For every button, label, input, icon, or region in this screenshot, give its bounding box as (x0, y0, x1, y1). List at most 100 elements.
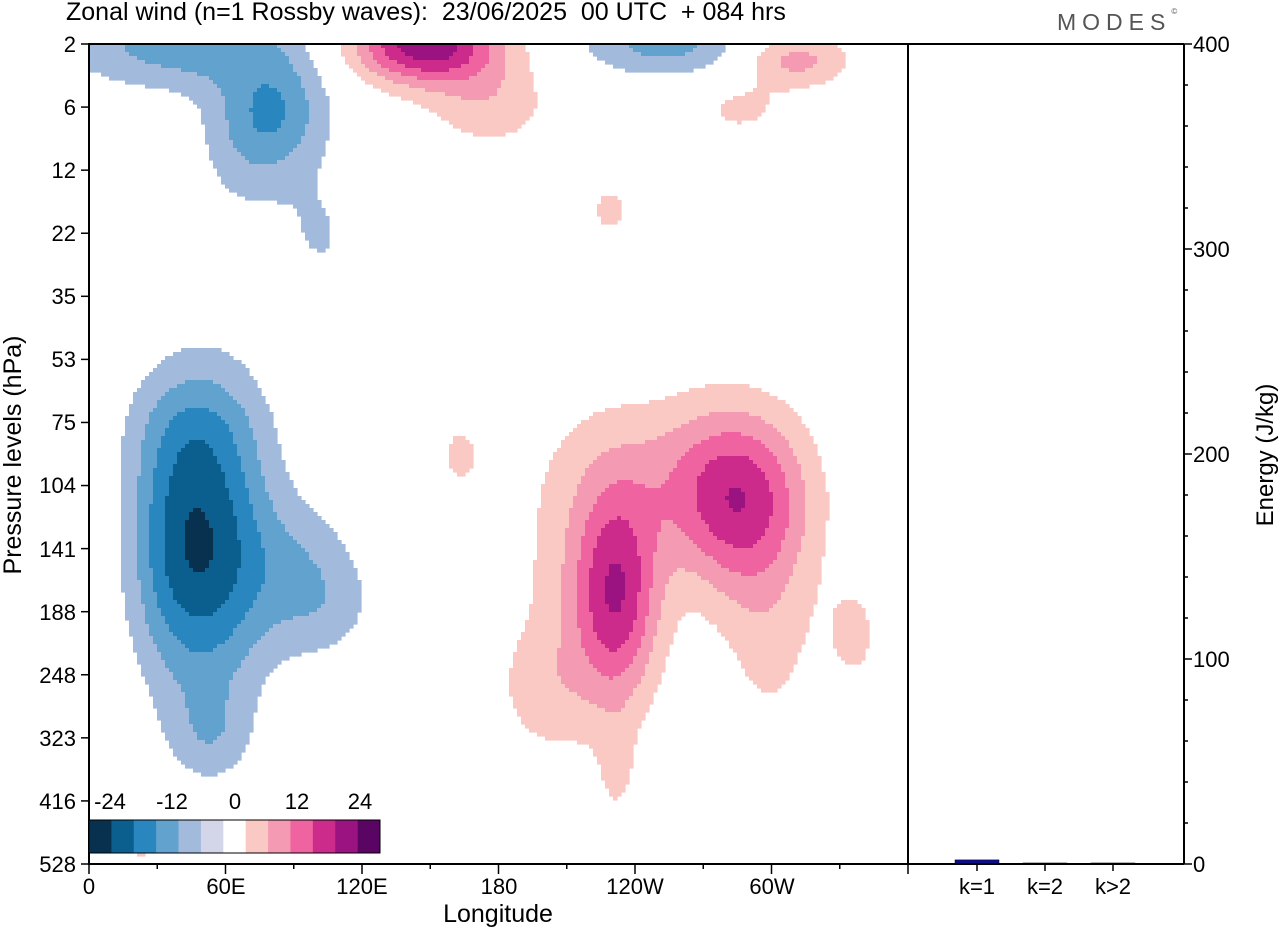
field-cell (765, 60, 770, 65)
field-cell (233, 384, 238, 389)
field-cell (709, 408, 714, 413)
field-cell (297, 200, 302, 205)
field-cell (601, 444, 606, 449)
field-cell (521, 64, 526, 69)
field-cell (529, 96, 534, 101)
field-cell (733, 420, 738, 425)
field-cell (701, 464, 706, 469)
field-cell (641, 420, 646, 425)
field-cell (157, 444, 162, 449)
field-cell (469, 76, 474, 81)
field-cell (313, 228, 318, 233)
field-cell (757, 108, 762, 113)
field-cell (249, 408, 254, 413)
field-cell (241, 444, 246, 449)
field-cell (233, 440, 238, 445)
field-cell (313, 124, 318, 129)
field-cell (501, 44, 506, 49)
field-cell (313, 120, 318, 125)
field-cell (521, 96, 526, 101)
field-cell (609, 436, 614, 441)
field-cell (225, 356, 230, 361)
field-cell (229, 180, 234, 185)
field-cell (305, 140, 310, 145)
field-cell (401, 76, 406, 81)
field-cell (729, 108, 734, 113)
field-cell (389, 44, 394, 49)
field-cell (445, 116, 450, 121)
field-cell (253, 468, 258, 473)
field-cell (757, 112, 762, 117)
field-cell (225, 144, 230, 149)
field-cell (313, 84, 318, 89)
field-cell (445, 72, 450, 77)
field-cell (449, 44, 454, 49)
field-cell (205, 92, 210, 97)
field-cell (657, 408, 662, 413)
field-cell (237, 80, 242, 85)
field-cell (305, 76, 310, 81)
field-cell (289, 64, 294, 69)
field-cell (493, 120, 498, 125)
field-cell (213, 360, 218, 365)
field-cell (621, 412, 626, 417)
field-cell (585, 440, 590, 445)
field-cell (233, 396, 238, 401)
field-cell (261, 428, 266, 433)
field-cell (609, 428, 614, 433)
field-cell (661, 44, 666, 49)
field-cell (681, 440, 686, 445)
field-cell (249, 100, 254, 105)
field-cell (229, 408, 234, 413)
field-cell (641, 60, 646, 65)
field-cell (249, 104, 254, 109)
field-cell (713, 408, 718, 413)
field-cell (509, 96, 514, 101)
field-cell (405, 48, 410, 53)
field-cell (705, 420, 710, 425)
field-cell (625, 408, 630, 413)
field-cell (165, 380, 170, 385)
field-cell (417, 68, 422, 73)
field-cell (313, 204, 318, 209)
field-cell (465, 456, 470, 461)
field-cell (297, 96, 302, 101)
field-cell (189, 428, 194, 433)
field-cell (797, 448, 802, 453)
field-cell (197, 436, 202, 441)
field-cell (213, 48, 218, 53)
field-cell (657, 404, 662, 409)
field-cell (689, 436, 694, 441)
field-cell (813, 60, 818, 65)
field-cell (633, 436, 638, 441)
field-cell (269, 428, 274, 433)
field-cell (773, 412, 778, 417)
field-cell (841, 56, 846, 61)
field-cell (577, 460, 582, 465)
field-cell (397, 56, 402, 61)
field-cell (249, 156, 254, 161)
field-cell (609, 452, 614, 457)
field-cell (769, 60, 774, 65)
field-cell (285, 132, 290, 137)
field-cell (385, 76, 390, 81)
field-cell (689, 408, 694, 413)
field-cell (197, 352, 202, 357)
field-cell (153, 380, 158, 385)
field-cell (713, 424, 718, 429)
field-cell (209, 44, 214, 49)
field-cell (821, 48, 826, 53)
field-cell (129, 80, 134, 85)
field-cell (497, 84, 502, 89)
field-cell (721, 440, 726, 445)
field-cell (229, 76, 234, 81)
field-cell (317, 96, 322, 101)
field-cell (245, 148, 250, 153)
field-cell (737, 104, 742, 109)
field-cell (489, 120, 494, 125)
field-cell (257, 136, 262, 141)
field-cell (269, 184, 274, 189)
field-cell (293, 164, 298, 169)
field-cell (669, 64, 674, 69)
field-cell (181, 464, 186, 469)
